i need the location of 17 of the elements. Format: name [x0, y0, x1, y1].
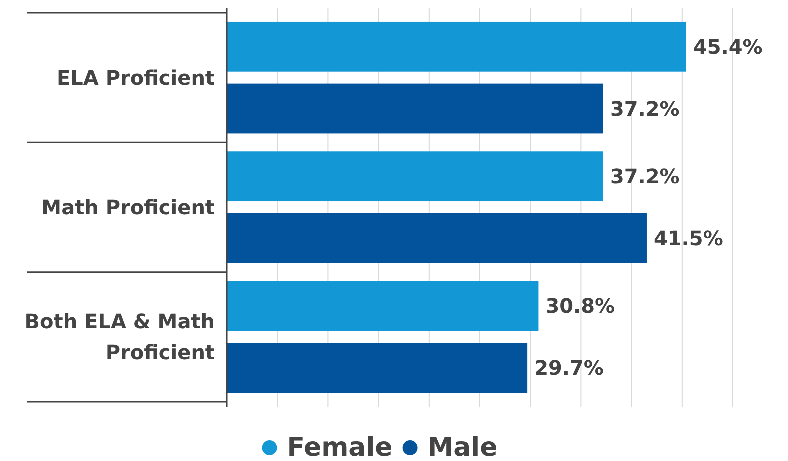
data-label: 29.7% — [534, 356, 604, 380]
y-tick-label: Both ELA & Math Proficient — [24, 310, 216, 365]
bar — [227, 213, 647, 264]
legend-label: Male — [428, 433, 498, 461]
data-label: 30.8% — [546, 294, 616, 318]
bar — [227, 152, 604, 202]
bar — [227, 281, 539, 332]
data-label: 41.5% — [654, 226, 724, 250]
data-label: 37.2% — [610, 164, 680, 189]
data-label: 45.4% — [693, 34, 763, 59]
bar — [227, 84, 604, 134]
y-tick-label: Math Proficient — [42, 196, 216, 220]
data-label: 37.2% — [610, 96, 680, 121]
y-tick-label: ELA Proficient — [56, 66, 216, 90]
bar — [227, 22, 686, 72]
bar — [227, 343, 528, 394]
legend-label: Female — [287, 433, 393, 461]
